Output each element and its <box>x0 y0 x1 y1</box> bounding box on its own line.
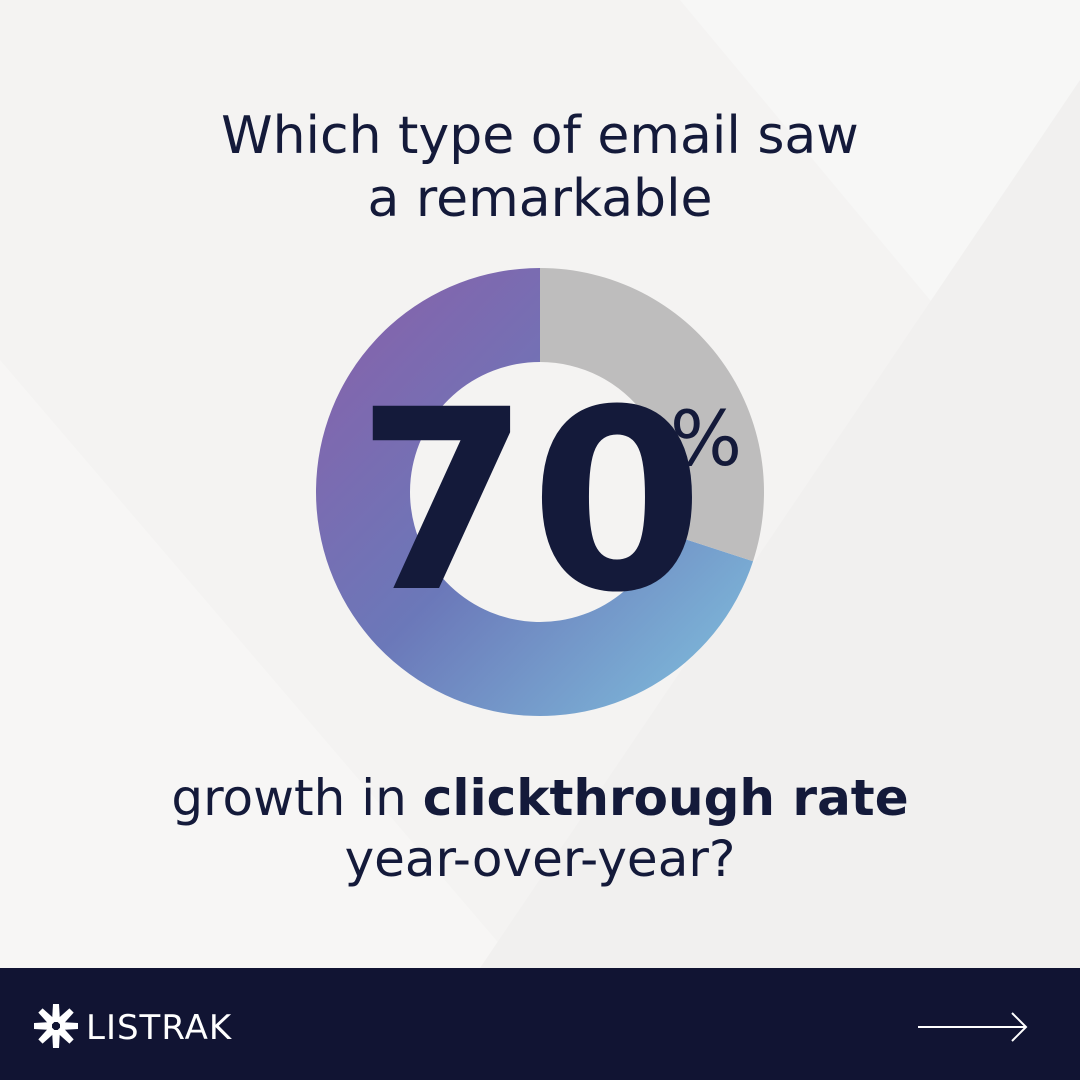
center-unit: % <box>670 394 742 483</box>
bg-shape <box>0 360 520 968</box>
caption-line: growth in clickthrough rate <box>171 769 908 827</box>
center-value: 70 <box>356 356 704 647</box>
caption-bold: clickthrough rate <box>423 769 909 827</box>
next-arrow[interactable] <box>918 1012 1028 1042</box>
logo-icon <box>34 1004 78 1048</box>
title-line: Which type of email saw <box>221 106 859 166</box>
title-line: a remarkable <box>367 169 712 229</box>
donut <box>316 268 765 717</box>
caption-text: growth in <box>171 769 422 827</box>
bg-shape <box>480 80 1080 968</box>
donut-segment <box>540 268 765 562</box>
caption-line: year-over-year? <box>345 830 736 888</box>
donut-segment <box>316 268 754 717</box>
brand: LISTRAK <box>86 1008 233 1048</box>
footer <box>0 968 1080 1080</box>
